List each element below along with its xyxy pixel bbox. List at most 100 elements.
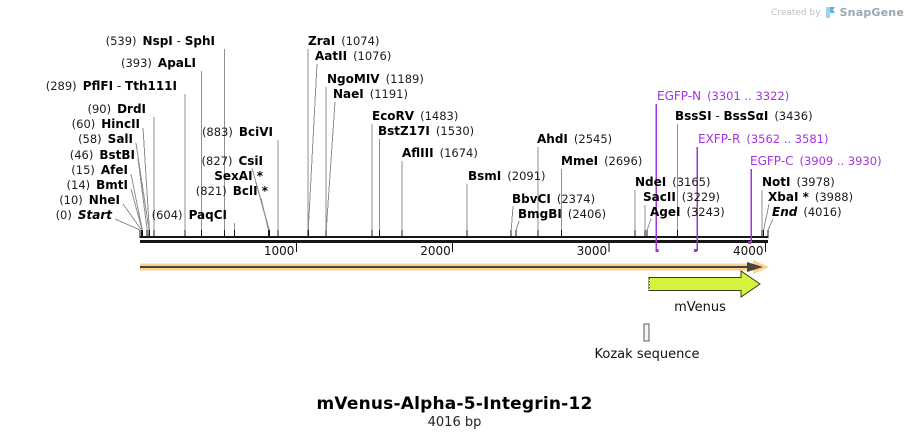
site-label-bcivi[interactable]: (883) BciVI <box>202 126 273 139</box>
site-label-naei[interactable]: NaeI (1191) <box>333 88 408 101</box>
site-label-csii[interactable]: (827) CsiI <box>202 155 263 168</box>
site-label-sali[interactable]: (58) SalI <box>78 133 133 146</box>
site-label-ndei[interactable]: NdeI (3165) <box>635 176 711 189</box>
primer-foot-egfp-c <box>748 241 752 244</box>
sequence-bar-top[interactable] <box>140 236 768 238</box>
label-text: BssSI <box>675 109 712 123</box>
site-label-bmti[interactable]: (14) BmtI <box>67 179 128 192</box>
site-label-pflfi-tth111i[interactable]: (289) PflFI - Tth111I <box>46 80 177 93</box>
site-label-sexai[interactable]: SexAI * <box>214 170 263 183</box>
site-label-end[interactable]: End (4016) <box>772 206 842 219</box>
site-label-aatii[interactable]: AatII (1076) <box>315 50 391 63</box>
site-label-noti[interactable]: NotI (3978) <box>762 176 835 189</box>
label-text: MmeI <box>561 154 599 168</box>
site-label-agei[interactable]: AgeI (3243) <box>650 206 725 219</box>
label-text: (3562 .. 3581) <box>746 132 829 146</box>
connector-line-sali <box>135 142 150 231</box>
label-text: - <box>113 79 126 93</box>
label-text: SexAI * <box>214 169 263 183</box>
label-text: (1076) <box>353 49 392 63</box>
sequence-bar-bottom[interactable] <box>140 240 768 243</box>
label-text: (60) <box>71 117 96 131</box>
label-text: (2091) <box>507 169 546 183</box>
label-text: (827) <box>201 154 233 168</box>
label-text: ZraI <box>308 34 336 48</box>
label-text: BmgBI <box>518 207 562 221</box>
label-text: BmtI <box>96 178 128 192</box>
site-label-afliii[interactable]: AflIII (1674) <box>402 147 478 160</box>
site-label-zrai[interactable]: ZraI (1074) <box>308 35 379 48</box>
label-text: BstZ17I <box>378 124 430 138</box>
connector-line-bmgbi <box>515 220 520 231</box>
label-text: (1483) <box>420 109 459 123</box>
label-text: - <box>711 109 724 123</box>
label-text: PflFI <box>82 79 114 93</box>
label-text: Start <box>77 208 112 222</box>
label-text: (4016) <box>803 205 842 219</box>
site-label-apali[interactable]: (393) ApaLI <box>121 57 196 70</box>
connector-line-naei <box>325 101 336 231</box>
site-label-afei[interactable]: (15) AfeI <box>71 164 128 177</box>
site-label-bstbi[interactable]: (46) BstBI <box>70 149 135 162</box>
ruler-label-4000: 4000 <box>732 244 764 258</box>
site-label-ngomiv[interactable]: NgoMIV (1189) <box>327 73 424 86</box>
site-label-drdi[interactable]: (90) DrdI <box>87 103 146 116</box>
primer-label-egfp-n[interactable]: EGFP-N (3301 .. 3322) <box>657 90 789 103</box>
site-label-mmei[interactable]: MmeI (2696) <box>561 155 642 168</box>
label-text: BbvCI <box>512 192 551 206</box>
label-text: NgoMIV <box>327 72 380 86</box>
label-text: (539) <box>105 34 137 48</box>
site-label-bsmi[interactable]: BsmI (2091) <box>468 170 546 183</box>
label-text: EcoRV <box>372 109 415 123</box>
label-text: (2374) <box>556 192 596 206</box>
label-text: (90) <box>87 102 112 116</box>
site-label-start[interactable]: (0) Start <box>56 209 112 222</box>
site-label-bcli[interactable]: (821) BclI * <box>196 185 268 198</box>
label-text: NspI <box>142 34 173 48</box>
label-text: (3988) <box>814 190 854 204</box>
label-text: (0) <box>55 208 72 222</box>
label-text: (3301 .. 3322) <box>707 89 790 103</box>
label-text: End <box>772 205 798 219</box>
connector-line-afei <box>130 173 143 231</box>
label-text: (3909 .. 3930) <box>799 154 882 168</box>
ruler-label-2000: 2000 <box>420 244 451 258</box>
feature-arrow-mvenus[interactable] <box>648 270 761 298</box>
label-text: (1189) <box>385 72 424 86</box>
feature-label-mvenus[interactable]: mVenus <box>674 300 726 315</box>
site-label-ecorv[interactable]: EcoRV (1483) <box>372 110 458 123</box>
label-text: DrdI <box>117 102 146 116</box>
connector-line-nhei <box>122 203 142 231</box>
site-label-bbvci[interactable]: BbvCI (2374) <box>512 193 595 206</box>
site-label-ahdi[interactable]: AhdI (2545) <box>537 133 612 146</box>
feature-box-kozak-sequence[interactable] <box>643 323 650 342</box>
label-text: SphI <box>184 34 215 48</box>
label-text: SalI <box>107 132 133 146</box>
ruler-label-1000: 1000 <box>263 244 295 258</box>
site-label-bstz17i[interactable]: BstZ17I (1530) <box>378 125 474 138</box>
site-label-bmgbi[interactable]: BmgBI (2406) <box>518 208 606 221</box>
site-label-bsssi-bsss-i[interactable]: BssSI - BssSαI (3436) <box>675 110 813 123</box>
site-label-nhei[interactable]: (10) NheI <box>59 194 120 207</box>
snapgene-logo-icon <box>825 7 835 18</box>
connector-line-bbvci <box>510 205 514 231</box>
label-text: (3229) <box>681 190 721 204</box>
feature-label-kozak-sequence[interactable]: Kozak sequence <box>594 347 700 362</box>
primer-label-exfp-r[interactable]: EXFP-R (3562 .. 3581) <box>698 133 829 146</box>
label-text: BclI * <box>232 184 268 198</box>
site-label-paqci[interactable]: (604) PaqCI <box>152 209 227 222</box>
site-label-sacii[interactable]: SacII (3229) <box>643 191 720 204</box>
connector-line-end <box>767 218 774 231</box>
label-text: NheI <box>88 193 120 207</box>
label-text: EGFP-C <box>750 154 794 168</box>
label-text: (3978) <box>796 175 835 189</box>
site-label-hincii[interactable]: (60) HincII <box>72 118 140 131</box>
site-label-nspi-sphi[interactable]: (539) NspI - SphI <box>106 35 215 48</box>
site-label-xbai[interactable]: XbaI * (3988) <box>768 191 853 204</box>
ruler-label-3000: 3000 <box>576 244 608 258</box>
label-text: NdeI <box>635 175 667 189</box>
connector-line-agei <box>646 218 652 231</box>
label-text: (289) <box>45 79 77 93</box>
primer-label-egfp-c[interactable]: EGFP-C (3909 .. 3930) <box>750 155 882 168</box>
